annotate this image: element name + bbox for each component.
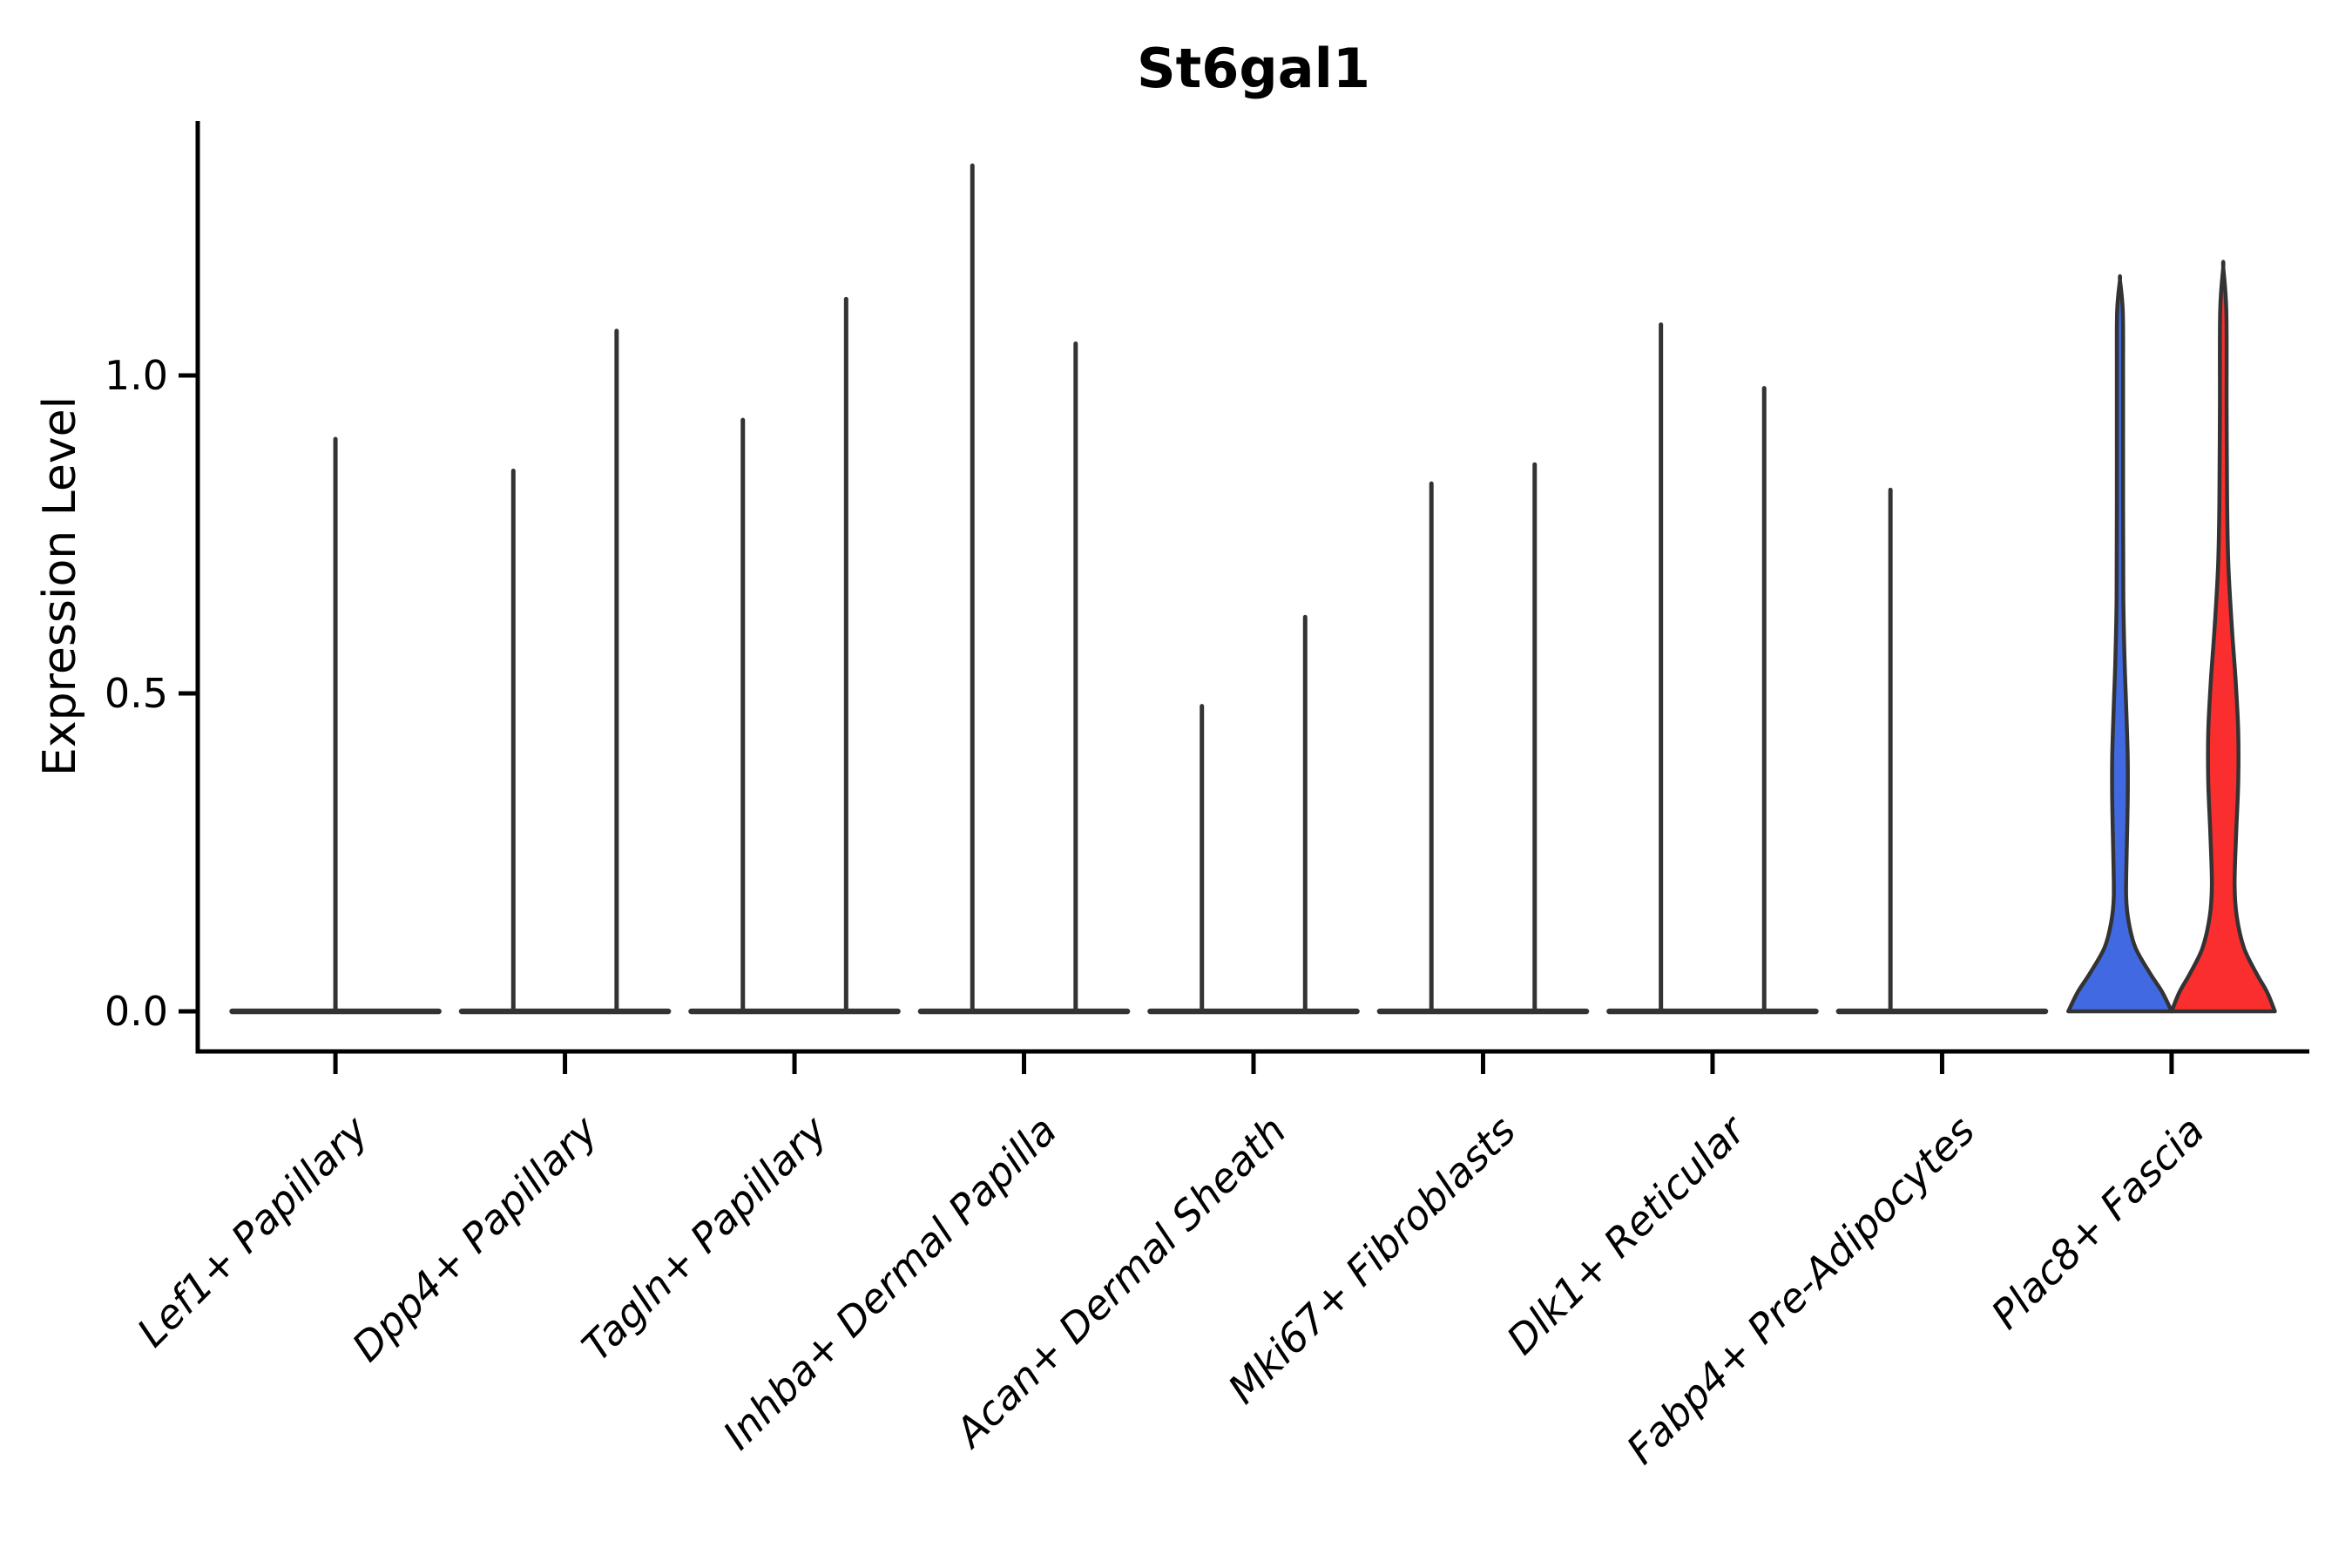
violins <box>229 163 2277 1015</box>
violin-filled <box>2066 274 2174 1014</box>
y-tick-label: 0.5 <box>105 670 168 717</box>
y-tick-label: 1.0 <box>105 352 168 399</box>
x-tick-label: Lef1+ Papillary <box>128 1106 377 1355</box>
x-tick-label: Tagln+ Papillary <box>572 1106 836 1370</box>
y-tick-labels: 0.0 0.5 1.0 <box>105 352 168 1035</box>
violin-filled <box>2169 260 2277 1014</box>
chart-title: St6gal1 <box>1137 37 1370 100</box>
y-axis-title: Expression Level <box>34 396 86 776</box>
x-tick-label: Dlk1+ Reticular <box>1497 1105 1756 1363</box>
x-tick-label: Plac8+ Fascia <box>1982 1107 2213 1338</box>
axes <box>179 121 2309 1074</box>
x-tick-label: Dpp4+ Papillary <box>343 1106 607 1370</box>
y-tick-label: 0.0 <box>105 988 168 1035</box>
